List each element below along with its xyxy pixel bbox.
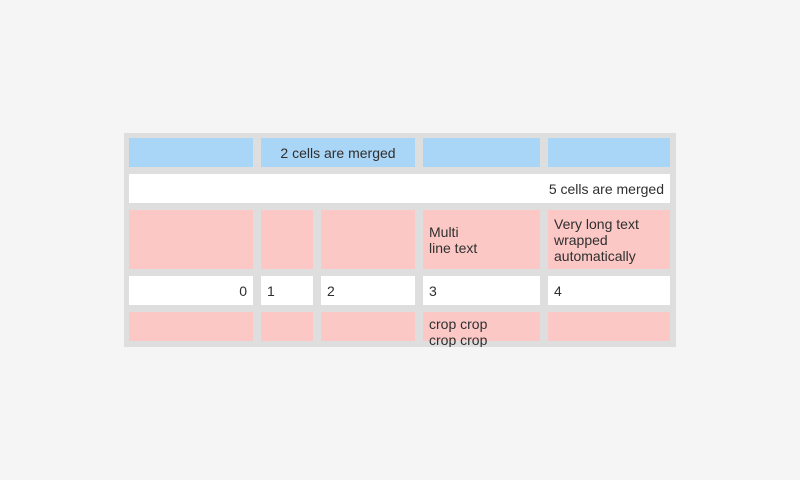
multi-line-text-cell[interactable]: Multi line text bbox=[423, 210, 540, 269]
cell-r5c3[interactable] bbox=[321, 312, 415, 341]
cell-r3c3[interactable] bbox=[321, 210, 415, 269]
cell-r3c2[interactable] bbox=[261, 210, 313, 269]
cell-r1c1[interactable] bbox=[129, 138, 253, 167]
number-cell-4[interactable]: 4 bbox=[548, 276, 670, 305]
number-cell-2[interactable]: 2 bbox=[321, 276, 415, 305]
number-cell-0[interactable]: 0 bbox=[129, 276, 253, 305]
cell-r5c1[interactable] bbox=[129, 312, 253, 341]
crop-text-cell[interactable]: crop crop crop crop bbox=[423, 312, 540, 347]
number-cell-3[interactable]: 3 bbox=[423, 276, 540, 305]
cell-r3c1[interactable] bbox=[129, 210, 253, 269]
cell-r5c2[interactable] bbox=[261, 312, 313, 341]
merged-cell-5-columns[interactable]: 5 cells are merged bbox=[129, 174, 670, 203]
merged-cell-2-columns[interactable]: 2 cells are merged bbox=[261, 138, 415, 167]
number-cell-1[interactable]: 1 bbox=[261, 276, 313, 305]
wrapped-text-cell[interactable]: Very long text wrapped automatically bbox=[548, 210, 670, 269]
cell-r1c4[interactable] bbox=[423, 138, 540, 167]
cell-r1c5[interactable] bbox=[548, 138, 670, 167]
spreadsheet-widget: 2 cells are merged 5 cells are merged Mu… bbox=[124, 133, 676, 347]
cell-r5c5[interactable] bbox=[548, 312, 670, 341]
